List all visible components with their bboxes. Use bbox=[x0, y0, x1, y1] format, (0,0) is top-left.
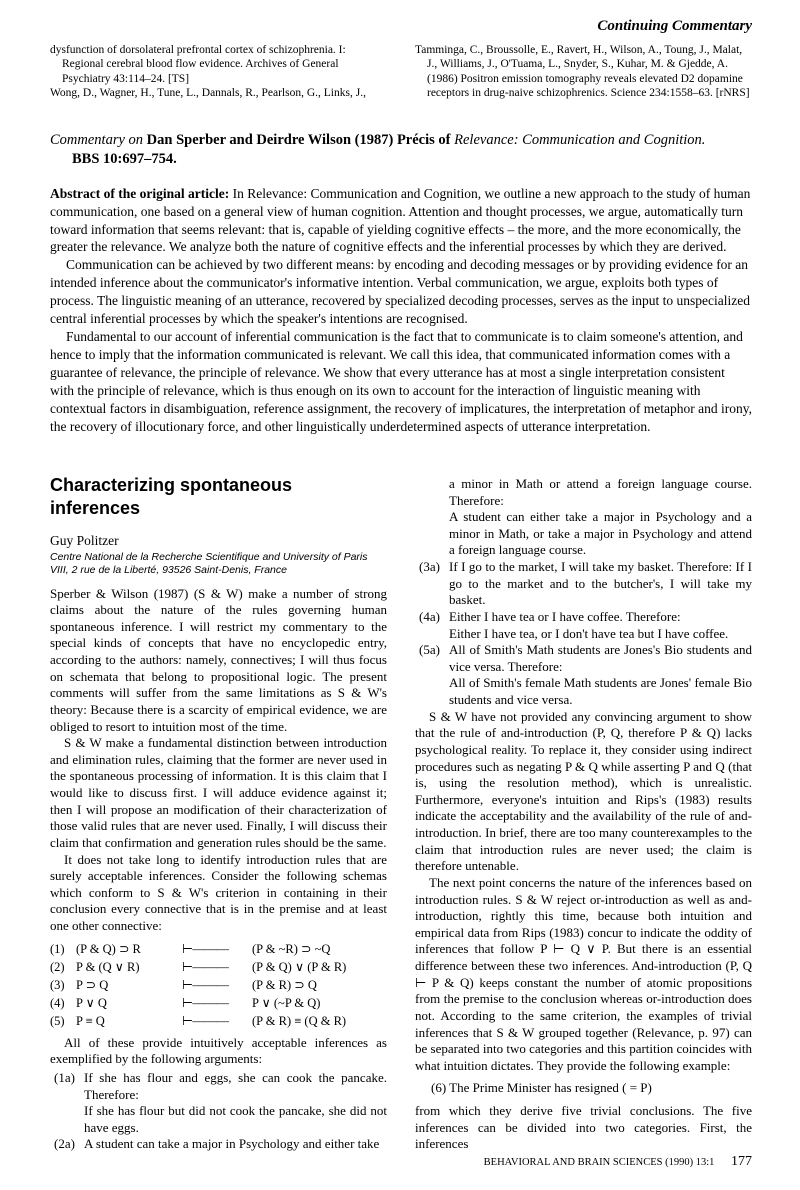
commentary-title: Relevance: Communication and Cognition. bbox=[454, 132, 705, 148]
schema-num: (1) bbox=[50, 941, 76, 957]
column-right: a minor in Math or attend a foreign lang… bbox=[415, 474, 752, 1153]
reference: Wong, D., Wagner, H., Tune, L., Dannals,… bbox=[50, 86, 387, 100]
example-tag: (3a) bbox=[415, 559, 449, 609]
top-references: dysfunction of dorsolateral prefrontal c… bbox=[50, 43, 752, 101]
schema-row: (3) P ⊃ Q ⊢——— (P & R) ⊃ Q bbox=[50, 977, 387, 993]
abstract-p2: Communication can be achieved by two dif… bbox=[50, 256, 752, 328]
example-item: Either I have tea, or I don't have tea b… bbox=[415, 626, 752, 643]
example-item: All of Smith's female Math students are … bbox=[415, 675, 752, 708]
abstract-lead: Abstract of the original article: bbox=[50, 186, 229, 201]
schema-lhs: P ∨ Q bbox=[76, 995, 182, 1011]
turnstile-icon: ⊢——— bbox=[182, 1013, 252, 1029]
abstract-p3: Fundamental to our account of inferentia… bbox=[50, 328, 752, 436]
example-item: (2a) A student can take a major in Psych… bbox=[50, 1136, 387, 1153]
example-body: If she has flour and eggs, she can cook … bbox=[84, 1070, 387, 1103]
column-left: Characterizing spontaneous inferences Gu… bbox=[50, 474, 387, 1153]
body-para: from which they derive five trivial conc… bbox=[415, 1103, 752, 1153]
schema-num: (2) bbox=[50, 959, 76, 975]
schema-num: (4) bbox=[50, 995, 76, 1011]
example-body: If she has flour but did not cook the pa… bbox=[84, 1103, 387, 1136]
example-tag bbox=[415, 476, 449, 509]
example-item: If she has flour but did not cook the pa… bbox=[50, 1103, 387, 1136]
example-body: A student can take a major in Psychology… bbox=[84, 1136, 387, 1153]
abstract-p1: Abstract of the original article: In Rel… bbox=[50, 185, 752, 257]
example-item: (3a) If I go to the market, I will take … bbox=[415, 559, 752, 609]
schema-lhs: P ≡ Q bbox=[76, 1013, 182, 1029]
reference: Tamminga, C., Broussolle, E., Ravert, H.… bbox=[415, 43, 752, 101]
example-item: (1a) If she has flour and eggs, she can … bbox=[50, 1070, 387, 1103]
example-body: All of Smith's female Math students are … bbox=[449, 675, 752, 708]
page-number: 177 bbox=[731, 1154, 752, 1169]
schema-list: (1) (P & Q) ⊃ R ⊢——— (P & ~R) ⊃ ~Q (2) P… bbox=[50, 941, 387, 1029]
body-para: S & W make a fundamental distinction bet… bbox=[50, 735, 387, 851]
author-affiliation: Centre National de la Recherche Scientif… bbox=[50, 551, 387, 577]
example-body: All of Smith's Math students are Jones's… bbox=[449, 642, 752, 675]
turnstile-icon: ⊢——— bbox=[182, 977, 252, 993]
schema-lhs: (P & Q) ⊃ R bbox=[76, 941, 182, 957]
schema-rhs: (P & R) ⊃ Q bbox=[252, 977, 387, 993]
body-para: Sperber & Wilson (1987) (S & W) make a n… bbox=[50, 586, 387, 736]
turnstile-icon: ⊢——— bbox=[182, 995, 252, 1011]
example-tag: (1a) bbox=[50, 1070, 84, 1103]
schema-row: (2) P & (Q ∨ R) ⊢——— (P & Q) ∨ (P & R) bbox=[50, 959, 387, 975]
main-columns: Characterizing spontaneous inferences Gu… bbox=[50, 474, 752, 1153]
ref-col-right: Tamminga, C., Broussolle, E., Ravert, H.… bbox=[415, 43, 752, 101]
example-tag: (2a) bbox=[50, 1136, 84, 1153]
example-tag: (4a) bbox=[415, 609, 449, 626]
example-item: (5a) All of Smith's Math students are Jo… bbox=[415, 642, 752, 675]
example-tag bbox=[415, 675, 449, 708]
reference: dysfunction of dorsolateral prefrontal c… bbox=[50, 43, 387, 86]
example-body: If I go to the market, I will take my ba… bbox=[449, 559, 752, 609]
example-body: a minor in Math or attend a foreign lang… bbox=[449, 476, 752, 509]
ref-col-left: dysfunction of dorsolateral prefrontal c… bbox=[50, 43, 387, 101]
schema-num: (3) bbox=[50, 977, 76, 993]
schema-rhs: (P & R) ≡ (Q & R) bbox=[252, 1013, 387, 1029]
page: Continuing Commentary dysfunction of dor… bbox=[0, 0, 800, 1190]
schema-row: (1) (P & Q) ⊃ R ⊢——— (P & ~R) ⊃ ~Q bbox=[50, 941, 387, 957]
body-para: It does not take long to identify introd… bbox=[50, 852, 387, 935]
schema-lhs: P & (Q ∨ R) bbox=[76, 959, 182, 975]
example-tag bbox=[415, 509, 449, 559]
schema-lhs: P ⊃ Q bbox=[76, 977, 182, 993]
author-name: Guy Politzer bbox=[50, 532, 387, 549]
commentary-heading: Commentary on Dan Sperber and Deirdre Wi… bbox=[50, 131, 752, 170]
turnstile-icon: ⊢——— bbox=[182, 941, 252, 957]
schema-num: (5) bbox=[50, 1013, 76, 1029]
running-head: Continuing Commentary bbox=[50, 18, 752, 35]
schema-row: (5) P ≡ Q ⊢——— (P & R) ≡ (Q & R) bbox=[50, 1013, 387, 1029]
body-para: S & W have not provided any convincing a… bbox=[415, 709, 752, 875]
example-list: a minor in Math or attend a foreign lang… bbox=[415, 476, 752, 709]
example-item: (4a) Either I have tea or I have coffee.… bbox=[415, 609, 752, 626]
equation-6: (6) The Prime Minister has resigned ( = … bbox=[431, 1080, 752, 1097]
example-body: Either I have tea or I have coffee. Ther… bbox=[449, 609, 752, 626]
commentary-authors: Dan Sperber and Deirdre Wilson (1987) Pr… bbox=[147, 132, 454, 148]
abstract-block: Abstract of the original article: In Rel… bbox=[50, 185, 752, 436]
journal-citation: BEHAVIORAL AND BRAIN SCIENCES (1990) 13:… bbox=[484, 1157, 715, 1168]
example-tag bbox=[50, 1103, 84, 1136]
body-para: The next point concerns the nature of th… bbox=[415, 875, 752, 1075]
schema-rhs: P ∨ (~P & Q) bbox=[252, 995, 387, 1011]
schema-row: (4) P ∨ Q ⊢——— P ∨ (~P & Q) bbox=[50, 995, 387, 1011]
example-body: A student can either take a major in Psy… bbox=[449, 509, 752, 559]
example-tag bbox=[415, 626, 449, 643]
commentary-prefix: Commentary on bbox=[50, 132, 147, 148]
bbs-citation: BBS 10:697–754. bbox=[50, 150, 752, 170]
example-item: A student can either take a major in Psy… bbox=[415, 509, 752, 559]
example-tag: (5a) bbox=[415, 642, 449, 675]
article-title: Characterizing spontaneous inferences bbox=[50, 474, 387, 520]
schema-rhs: (P & ~R) ⊃ ~Q bbox=[252, 941, 387, 957]
example-list: (1a) If she has flour and eggs, she can … bbox=[50, 1070, 387, 1153]
page-footer: BEHAVIORAL AND BRAIN SCIENCES (1990) 13:… bbox=[484, 1154, 752, 1170]
turnstile-icon: ⊢——— bbox=[182, 959, 252, 975]
body-para: All of these provide intuitively accepta… bbox=[50, 1035, 387, 1068]
example-item: a minor in Math or attend a foreign lang… bbox=[415, 476, 752, 509]
example-body: Either I have tea, or I don't have tea b… bbox=[449, 626, 752, 643]
schema-rhs: (P & Q) ∨ (P & R) bbox=[252, 959, 387, 975]
